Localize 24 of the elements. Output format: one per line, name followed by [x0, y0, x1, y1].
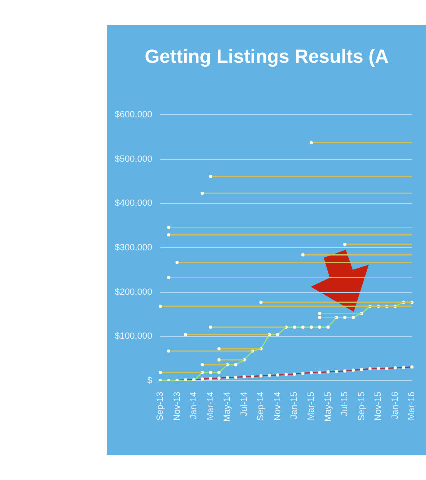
y-tick-label: $300,000	[114, 242, 153, 252]
x-tick-label: May-14	[222, 392, 232, 422]
x-tick-label: Jan-15	[289, 392, 300, 420]
y-tick-label: $200,000	[114, 286, 153, 297]
y-tick-label: $500,000	[114, 154, 153, 164]
x-tick-label: Nov-15	[373, 392, 384, 422]
x-tick-label: Nov-14	[272, 392, 282, 422]
x-tick-label: Sep-13	[155, 392, 166, 422]
x-tick-label: May-15	[322, 392, 333, 422]
x-tick-label: Jul-14	[238, 392, 249, 417]
x-tick-label: Jul-15	[340, 392, 350, 417]
x-tick-label: Mar-16	[406, 392, 417, 421]
x-tick-label: Nov-13	[172, 392, 182, 422]
y-tick-label: $600,000	[114, 109, 153, 120]
x-tick-label: Sep-14	[256, 392, 266, 422]
x-tick-label: Jan-14	[188, 392, 199, 420]
x-tick-label: Jan-16	[390, 392, 400, 420]
x-tick-label: Sep-15	[356, 392, 366, 422]
x-tick-label: Mar-14	[205, 392, 216, 421]
x-tick-label: Mar-15	[306, 392, 316, 421]
y-tick-label: $400,000	[114, 198, 153, 208]
y-tick-label: $100,000	[114, 331, 153, 342]
y-tick-label: $	[148, 375, 153, 386]
chart-title: Getting Listings Results (A	[145, 47, 389, 69]
